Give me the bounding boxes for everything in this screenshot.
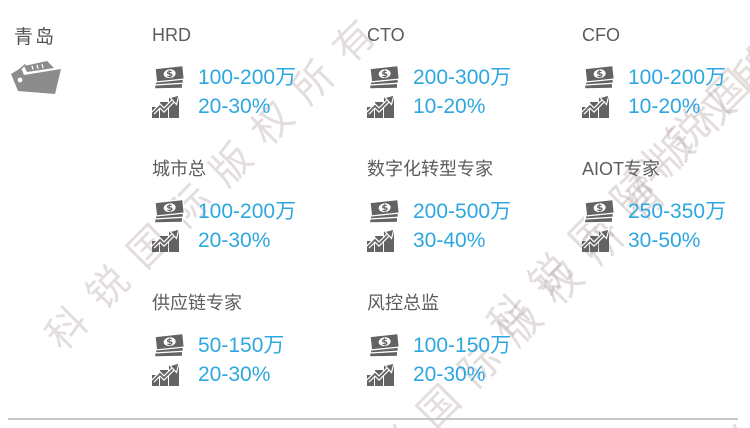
salary-row: $ 50-150万 xyxy=(152,331,365,359)
ship-icon xyxy=(9,58,65,107)
money-icon: $ xyxy=(582,198,628,225)
position-card: 供应链专家 $ 50-150万 xyxy=(150,282,365,416)
salary-row: $ 200-300万 xyxy=(367,63,580,91)
growth-icon xyxy=(367,361,413,387)
salary-row: $ 100-200万 xyxy=(152,63,365,91)
increase-row: 10-20% xyxy=(582,92,750,120)
increase-row: 10-20% xyxy=(367,92,580,120)
salary-value: 100-200万 xyxy=(628,65,727,89)
position-title: AIOT专家 xyxy=(582,159,661,179)
increase-row: 20-30% xyxy=(152,92,365,120)
salary-value: 250-350万 xyxy=(628,199,727,223)
increase-value: 30-40% xyxy=(413,228,486,252)
salary-value: 200-500万 xyxy=(413,199,512,223)
growth-icon xyxy=(152,93,198,119)
position-title: CTO xyxy=(367,25,405,45)
increase-value: 20-30% xyxy=(198,362,271,386)
money-icon: $ xyxy=(367,64,413,91)
position-title: 城市总 xyxy=(152,159,206,179)
svg-text:$: $ xyxy=(166,202,174,214)
position-card: 风控总监 $ 100-150万 xyxy=(365,282,580,416)
growth-icon xyxy=(152,227,198,253)
salary-row: $ 100-200万 xyxy=(152,197,365,225)
money-icon: $ xyxy=(152,64,198,91)
increase-row: 20-30% xyxy=(152,226,365,254)
increase-value: 20-30% xyxy=(198,94,271,118)
increase-value: 20-30% xyxy=(198,228,271,252)
salary-row: $ 200-500万 xyxy=(367,197,580,225)
increase-value: 20-30% xyxy=(413,362,486,386)
growth-icon xyxy=(582,227,628,253)
money-icon: $ xyxy=(367,332,413,359)
divider-line xyxy=(8,418,738,420)
positions-grid: HRD $ 100-200万 xyxy=(150,14,750,416)
growth-icon xyxy=(367,93,413,119)
money-icon: $ xyxy=(152,198,198,225)
increase-row: 20-30% xyxy=(152,360,365,388)
city-label: 青岛 xyxy=(14,27,57,48)
position-title: CFO xyxy=(582,25,620,45)
position-title: HRD xyxy=(152,25,191,45)
salary-value: 50-150万 xyxy=(198,333,285,357)
salary-row: $ 100-200万 xyxy=(582,63,750,91)
growth-icon xyxy=(582,93,628,119)
salary-value: 100-200万 xyxy=(198,199,297,223)
position-card: 城市总 $ 100-200万 xyxy=(150,148,365,282)
increase-value: 10-20% xyxy=(628,94,701,118)
position-title: 风控总监 xyxy=(367,293,439,313)
increase-value: 30-50% xyxy=(628,228,701,252)
increase-value: 10-20% xyxy=(413,94,486,118)
growth-icon xyxy=(367,227,413,253)
money-icon: $ xyxy=(367,198,413,225)
position-card: CFO $ 100-200万 xyxy=(580,14,750,148)
position-title: 数字化转型专家 xyxy=(367,159,493,179)
svg-text:$: $ xyxy=(166,336,174,348)
svg-text:$: $ xyxy=(596,202,604,214)
salary-row: $ 250-350万 xyxy=(582,197,750,225)
salary-value: 100-150万 xyxy=(413,333,512,357)
position-title: 供应链专家 xyxy=(152,293,242,313)
position-card: AIOT专家 $ 250-350万 xyxy=(580,148,750,282)
svg-text:$: $ xyxy=(381,336,389,348)
svg-text:$: $ xyxy=(381,202,389,214)
position-card: CTO $ 200-300万 xyxy=(365,14,580,148)
svg-text:$: $ xyxy=(596,68,604,80)
growth-icon xyxy=(152,361,198,387)
salary-row: $ 100-150万 xyxy=(367,331,580,359)
money-icon: $ xyxy=(152,332,198,359)
increase-row: 30-50% xyxy=(582,226,750,254)
increase-row: 30-40% xyxy=(367,226,580,254)
svg-text:$: $ xyxy=(381,68,389,80)
svg-text:$: $ xyxy=(166,68,174,80)
increase-row: 20-30% xyxy=(367,360,580,388)
money-icon: $ xyxy=(582,64,628,91)
position-card: 数字化转型专家 $ 200-500万 xyxy=(365,148,580,282)
salary-value: 200-300万 xyxy=(413,65,512,89)
salary-value: 100-200万 xyxy=(198,65,297,89)
position-card: HRD $ 100-200万 xyxy=(150,14,365,148)
